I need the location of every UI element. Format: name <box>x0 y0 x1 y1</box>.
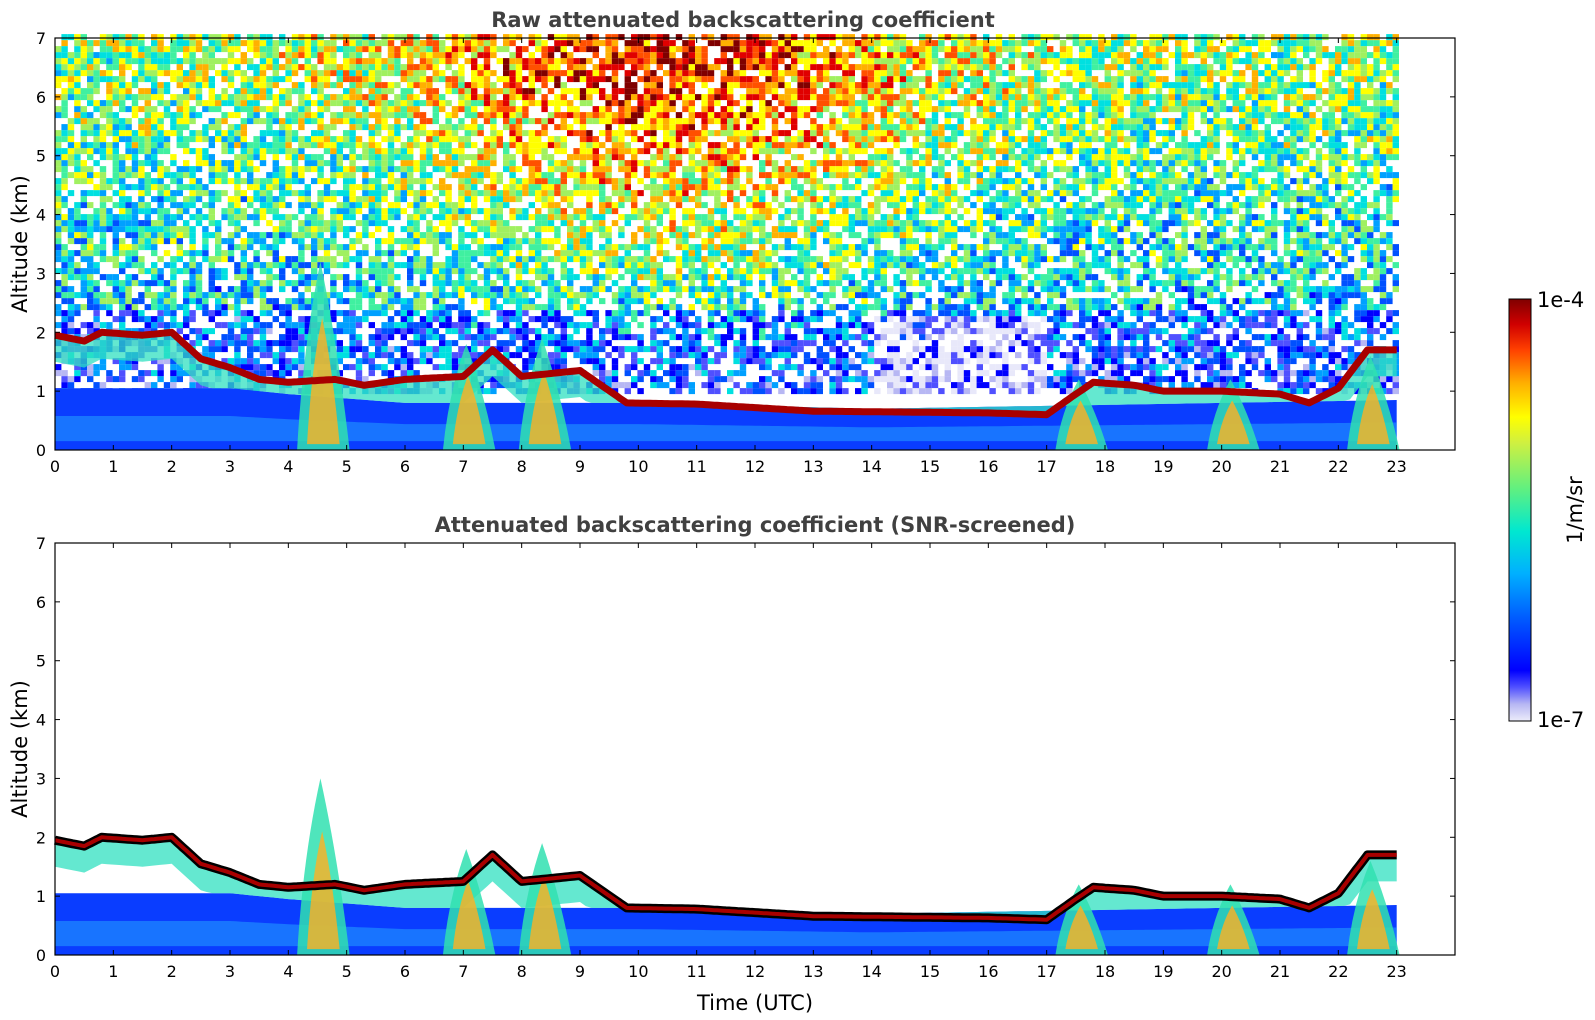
plume-core <box>1217 905 1250 950</box>
x-tick-label: 2 <box>167 962 177 981</box>
x-tick-label: 23 <box>1386 457 1406 476</box>
aerosol-halo <box>55 332 1397 415</box>
x-tick-label: 5 <box>342 457 352 476</box>
colorbar-min-label: 1e-7 <box>1537 708 1584 732</box>
x-tick-label: 1 <box>108 962 118 981</box>
x-tick-label: 14 <box>861 457 881 476</box>
x-tick-label: 3 <box>225 962 235 981</box>
x-tick-label: 11 <box>686 457 706 476</box>
colorbar: 1e-4 1e-7 1/m/sr <box>1508 288 1587 732</box>
x-tick-label: 22 <box>1328 962 1348 981</box>
plume-core <box>1065 400 1098 445</box>
aerosol-halo <box>55 837 1397 920</box>
y-axis-label: Altitude (km) <box>8 175 32 313</box>
y-tick-label: 3 <box>36 769 46 788</box>
y-tick-label: 0 <box>36 441 46 460</box>
x-tick-label: 16 <box>978 962 998 981</box>
x-tick-label: 19 <box>1153 457 1173 476</box>
y-tick-label: 6 <box>36 88 46 107</box>
x-tick-label: 23 <box>1386 962 1406 981</box>
x-tick-label: 14 <box>861 962 881 981</box>
x-tick-label: 5 <box>342 962 352 981</box>
y-tick-label: 1 <box>36 887 46 906</box>
y-axis-ticks: 0 1 2 3 4 5 6 7 <box>36 534 1455 965</box>
noise-field <box>55 34 1399 395</box>
x-tick-label: 4 <box>283 457 293 476</box>
x-tick-label: 21 <box>1270 457 1290 476</box>
x-tick-label: 1 <box>108 457 118 476</box>
y-axis-label: Altitude (km) <box>8 680 32 818</box>
y-tick-label: 2 <box>36 828 46 847</box>
plume-core <box>1357 384 1390 445</box>
x-tick-label: 7 <box>458 457 468 476</box>
colorbar-max-label: 1e-4 <box>1537 288 1584 312</box>
x-tick-label: 18 <box>1095 457 1115 476</box>
y-tick-label: 2 <box>36 323 46 342</box>
y-tick-label: 4 <box>36 711 46 730</box>
x-axis-ticks: 0 1 2 3 4 5 6 7 8 9 10 11 12 13 14 15 16 17 18 19 20 21 22 23 <box>50 38 1407 476</box>
x-tick-label: 16 <box>978 457 998 476</box>
x-axis-ticks: 0 1 2 3 4 5 6 7 8 9 10 11 12 13 14 15 16 17 18 19 20 21 22 23 <box>50 543 1407 981</box>
plume-core <box>1357 889 1390 950</box>
plume-core <box>452 880 486 950</box>
x-tick-label: 17 <box>1036 962 1056 981</box>
x-tick-label: 6 <box>400 457 410 476</box>
snr-screened-panel: Attenuated backscattering coefficient (S… <box>8 513 1456 1015</box>
x-tick-label: 13 <box>803 457 823 476</box>
y-tick-label: 5 <box>36 147 46 166</box>
x-tick-label: 0 <box>50 457 60 476</box>
x-tick-label: 10 <box>628 457 648 476</box>
y-tick-label: 6 <box>36 593 46 612</box>
y-axis-ticks: 0 1 2 3 4 5 6 7 <box>36 29 1455 460</box>
plume-core <box>1217 400 1250 445</box>
colorbar-gradient <box>1508 298 1532 722</box>
y-tick-label: 7 <box>36 534 46 553</box>
x-tick-label: 4 <box>283 962 293 981</box>
heatmap-area <box>54 34 1400 450</box>
y-tick-label: 4 <box>36 206 46 225</box>
x-tick-label: 8 <box>517 457 527 476</box>
x-axis-label: Time (UTC) <box>696 991 813 1015</box>
y-tick-label: 0 <box>36 946 46 965</box>
y-tick-label: 7 <box>36 29 46 48</box>
x-tick-label: 12 <box>745 962 765 981</box>
x-tick-label: 22 <box>1328 457 1348 476</box>
plume-core <box>1065 905 1098 950</box>
x-tick-label: 0 <box>50 962 60 981</box>
raw-backscatter-panel: Raw attenuated backscattering coefficien… <box>8 8 1456 476</box>
chart-title: Attenuated backscattering coefficient (S… <box>435 513 1076 537</box>
x-tick-label: 20 <box>1211 962 1231 981</box>
plume-core <box>452 375 486 445</box>
x-tick-label: 12 <box>745 457 765 476</box>
y-tick-label: 1 <box>36 382 46 401</box>
x-tick-label: 15 <box>920 457 940 476</box>
colorbar-unit-label: 1/m/sr <box>1563 476 1587 544</box>
cloud-layer <box>54 835 1397 922</box>
x-tick-label: 9 <box>575 962 585 981</box>
x-tick-label: 11 <box>686 962 706 981</box>
chart-title: Raw attenuated backscattering coefficien… <box>491 8 995 32</box>
plume-core <box>528 876 562 950</box>
x-tick-label: 2 <box>167 457 177 476</box>
x-tick-label: 7 <box>458 962 468 981</box>
heatmap-area <box>53 778 1400 955</box>
x-tick-label: 18 <box>1095 962 1115 981</box>
x-tick-label: 19 <box>1153 962 1173 981</box>
x-tick-label: 13 <box>803 962 823 981</box>
x-tick-label: 15 <box>920 962 940 981</box>
x-tick-label: 6 <box>400 962 410 981</box>
y-tick-label: 3 <box>36 264 46 283</box>
cloud-layer <box>54 328 1398 419</box>
x-tick-label: 8 <box>517 962 527 981</box>
plume-core <box>528 371 562 445</box>
x-tick-label: 21 <box>1270 962 1290 981</box>
x-tick-label: 9 <box>575 457 585 476</box>
x-tick-label: 10 <box>628 962 648 981</box>
x-tick-label: 3 <box>225 457 235 476</box>
x-tick-label: 20 <box>1211 457 1231 476</box>
y-tick-label: 5 <box>36 652 46 671</box>
plume-core <box>307 831 340 950</box>
x-tick-label: 17 <box>1036 457 1056 476</box>
